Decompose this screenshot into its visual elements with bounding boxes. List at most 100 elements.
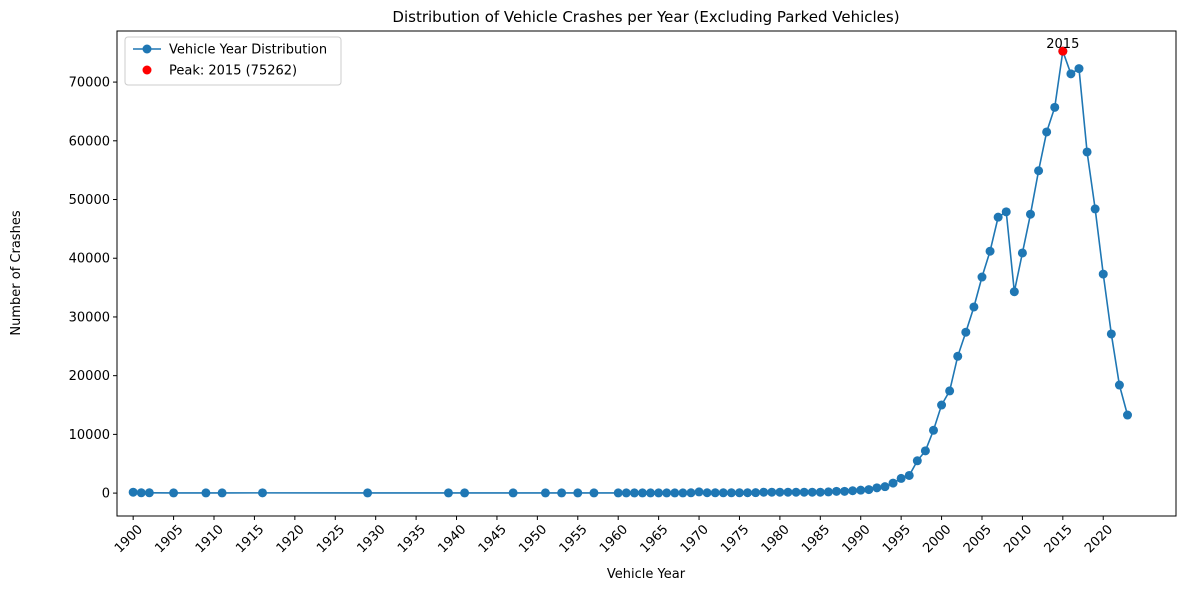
y-tick-label: 0: [102, 487, 110, 502]
x-tick-label: 1985: [799, 522, 833, 556]
data-point: [662, 488, 672, 498]
legend-marker: [142, 44, 152, 54]
data-point: [686, 488, 696, 498]
data-point: [258, 488, 268, 498]
data-point: [1042, 127, 1052, 137]
plot-frame: [116, 30, 1177, 517]
data-point: [953, 351, 963, 361]
y-tick-label: 40000: [69, 252, 110, 267]
data-point: [775, 487, 785, 497]
data-point: [880, 482, 890, 492]
x-tick-label: 1945: [476, 522, 510, 556]
data-point: [646, 488, 656, 498]
data-point: [743, 488, 753, 498]
data-point: [217, 488, 227, 498]
data-point: [1074, 64, 1084, 74]
data-point: [694, 487, 704, 497]
data-point: [840, 486, 850, 496]
data-point: [654, 488, 664, 498]
x-tick-label: 1905: [152, 522, 186, 556]
data-point: [1098, 269, 1108, 279]
x-tick-label: 1965: [637, 522, 671, 556]
data-point: [613, 488, 623, 498]
data-point: [985, 246, 995, 256]
data-point: [136, 488, 146, 498]
data-point: [912, 456, 922, 466]
data-point: [460, 488, 470, 498]
legend-box: [124, 36, 342, 86]
x-tick-label: 1930: [355, 522, 389, 556]
data-point: [896, 473, 906, 483]
data-point: [937, 400, 947, 410]
x-tick-label: 1960: [597, 522, 631, 556]
x-tick-label: 2010: [1001, 522, 1035, 556]
x-tick-label: 2005: [961, 522, 995, 556]
legend-label: Vehicle Year Distribution: [169, 43, 327, 58]
y-tick-label: 10000: [69, 428, 110, 443]
x-tick-label: 2000: [920, 522, 954, 556]
y-tick-label: 20000: [69, 369, 110, 384]
data-point: [783, 487, 793, 497]
data-point: [920, 446, 930, 456]
x-tick-label: 1920: [274, 522, 308, 556]
data-point: [629, 488, 639, 498]
data-point: [969, 302, 979, 312]
x-tick-label: 1955: [557, 522, 591, 556]
data-point: [993, 212, 1003, 222]
legend-marker: [142, 65, 152, 75]
data-point: [718, 488, 728, 498]
data-point: [823, 487, 833, 497]
data-point: [557, 488, 567, 498]
x-tick-label: 1995: [880, 522, 914, 556]
data-point: [1001, 207, 1011, 217]
data-point: [1066, 69, 1076, 79]
data-line: [133, 50, 1129, 494]
annotation: 2015: [1046, 37, 1079, 52]
data-point: [928, 425, 938, 435]
x-tick-label: 1925: [314, 522, 348, 556]
data-point: [751, 488, 761, 498]
y-axis-label: Number of Crashes: [9, 210, 24, 335]
y-tick-label: 60000: [69, 134, 110, 149]
y-tick-label: 30000: [69, 310, 110, 325]
x-axis-label: Vehicle Year: [607, 567, 686, 582]
data-point: [977, 272, 987, 282]
data-point: [856, 485, 866, 495]
data-point: [872, 483, 882, 493]
data-point: [1058, 46, 1068, 56]
data-point: [589, 488, 599, 498]
x-tick-label: 1910: [193, 522, 227, 556]
data-point: [508, 488, 518, 498]
data-point: [1090, 204, 1100, 214]
data-point: [710, 488, 720, 498]
x-tick-label: 1980: [759, 522, 793, 556]
data-point: [1082, 147, 1092, 157]
x-tick-label: 1940: [435, 522, 469, 556]
data-point: [815, 487, 825, 497]
data-point: [702, 488, 712, 498]
chart-title: Distribution of Vehicle Crashes per Year…: [392, 8, 899, 26]
data-point: [621, 488, 631, 498]
data-point: [1122, 410, 1132, 420]
data-point: [1106, 329, 1116, 339]
data-point: [759, 487, 769, 497]
data-point: [767, 487, 777, 497]
data-point: [1025, 209, 1035, 219]
x-tick-label: 2020: [1082, 522, 1116, 556]
data-point: [573, 488, 583, 498]
x-tick-label: 1950: [516, 522, 550, 556]
data-point: [888, 478, 898, 488]
data-point: [807, 487, 817, 497]
data-point: [144, 488, 154, 498]
data-point: [169, 488, 179, 498]
data-point: [904, 470, 914, 480]
x-tick-label: 1990: [840, 522, 874, 556]
data-point: [443, 488, 453, 498]
data-point: [201, 488, 211, 498]
data-point: [1034, 166, 1044, 176]
y-tick-label: 70000: [69, 76, 110, 91]
x-tick-label: 1970: [678, 522, 712, 556]
data-point: [1050, 102, 1060, 112]
data-point: [726, 488, 736, 498]
